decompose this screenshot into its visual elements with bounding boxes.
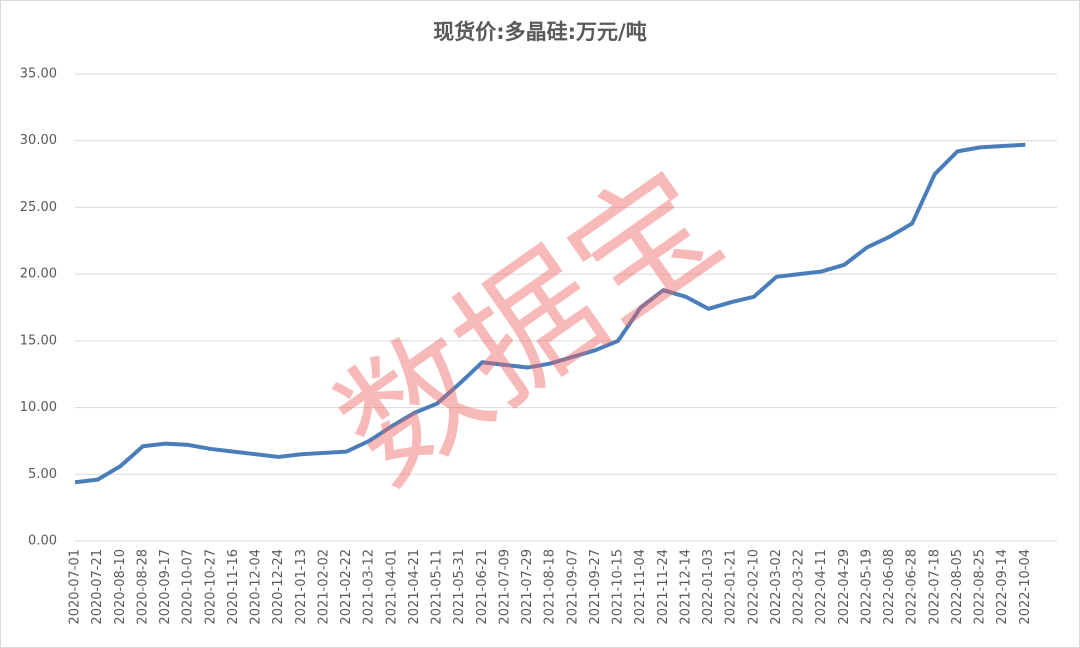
x-tick-label: 2020-09-17 — [158, 549, 173, 625]
x-tick-label: 2022-01-03 — [701, 549, 716, 625]
data-line — [74, 142, 1026, 485]
x-tick-label: 2021-07-09 — [497, 549, 512, 625]
x-tick-label: 2021-04-21 — [407, 549, 422, 625]
x-tick-label: 2021-04-01 — [384, 549, 399, 625]
y-tick-label: 15.00 — [20, 333, 57, 348]
x-tick-label: 2020-12-04 — [249, 549, 264, 625]
x-tick-label: 2020-11-16 — [226, 549, 241, 625]
y-tick-label: 5.00 — [28, 467, 57, 482]
x-tick-label: 2020-07-01 — [68, 549, 83, 625]
x-tick-label: 2022-03-02 — [769, 549, 784, 625]
x-tick-label: 2022-06-08 — [882, 549, 897, 625]
x-tick-label: 2022-05-19 — [859, 549, 874, 625]
x-tick-label: 2022-04-11 — [814, 549, 829, 625]
x-tick-label: 2022-08-25 — [973, 549, 988, 625]
y-tick-label: 30.00 — [20, 133, 57, 148]
x-tick-label: 2021-02-02 — [316, 549, 331, 625]
chart-title: 现货价:多晶硅:万元/吨 — [433, 20, 646, 44]
x-tick-label: 2022-10-04 — [1018, 549, 1033, 625]
x-tick-label: 2022-07-18 — [927, 549, 942, 625]
x-tick-label: 2020-08-10 — [113, 549, 128, 625]
x-tick-label: 2022-08-05 — [950, 549, 965, 625]
x-tick-label: 2021-08-18 — [543, 549, 558, 625]
x-tick-label: 2021-02-22 — [339, 549, 354, 625]
x-tick-label: 2021-12-14 — [678, 549, 693, 625]
x-tick-label: 2022-03-22 — [792, 549, 807, 625]
x-tick-label: 2022-01-21 — [724, 549, 739, 625]
x-tick-label: 2021-05-31 — [452, 549, 467, 625]
y-tick-label: 25.00 — [20, 200, 57, 215]
y-tick-label: 0.00 — [28, 534, 57, 549]
x-tick-label: 2021-09-27 — [588, 549, 603, 625]
x-tick-label: 2021-11-24 — [656, 549, 671, 625]
x-tick-label: 2021-06-21 — [475, 549, 490, 625]
x-tick-label: 2021-01-13 — [294, 549, 309, 625]
x-tick-label: 2021-07-29 — [520, 549, 535, 625]
y-tick-label: 20.00 — [20, 267, 57, 282]
x-tick-label: 2022-09-14 — [995, 549, 1010, 625]
x-tick-label: 2021-03-12 — [362, 549, 377, 625]
x-tick-label: 2020-10-27 — [203, 549, 218, 625]
y-tick-label: 10.00 — [20, 400, 57, 415]
x-tick-label: 2021-09-07 — [565, 549, 580, 625]
x-tick-label: 2020-12-24 — [271, 549, 286, 625]
x-tick-label: 2020-08-28 — [135, 549, 150, 625]
x-tick-label: 2022-02-10 — [746, 549, 761, 625]
x-tick-label: 2021-10-15 — [611, 549, 626, 625]
x-tick-label: 2021-11-04 — [633, 549, 648, 625]
x-tick-label: 2022-06-28 — [905, 549, 920, 625]
x-tick-label: 2020-07-21 — [90, 549, 105, 625]
x-tick-label: 2021-05-11 — [430, 549, 445, 625]
x-tick-label: 2020-10-07 — [181, 549, 196, 625]
y-tick-label: 35.00 — [20, 67, 57, 82]
x-tick-label: 2022-04-29 — [837, 549, 852, 625]
